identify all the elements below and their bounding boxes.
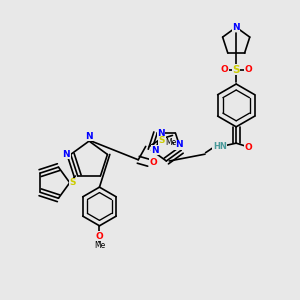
Text: N: N <box>232 23 240 32</box>
Text: N: N <box>157 128 165 137</box>
Text: S: S <box>70 178 76 187</box>
Text: Me: Me <box>94 241 105 250</box>
Text: N: N <box>62 150 70 159</box>
Text: S: S <box>232 65 240 75</box>
Text: HN: HN <box>213 142 227 151</box>
Text: O: O <box>150 158 157 167</box>
Text: N: N <box>175 140 182 149</box>
Text: O: O <box>244 143 252 152</box>
Text: O: O <box>244 65 252 74</box>
Text: O: O <box>220 65 228 74</box>
Text: N: N <box>85 132 93 141</box>
Text: O: O <box>96 232 103 241</box>
Text: S: S <box>159 136 165 145</box>
Text: Me: Me <box>165 138 176 147</box>
Text: N: N <box>152 146 159 155</box>
